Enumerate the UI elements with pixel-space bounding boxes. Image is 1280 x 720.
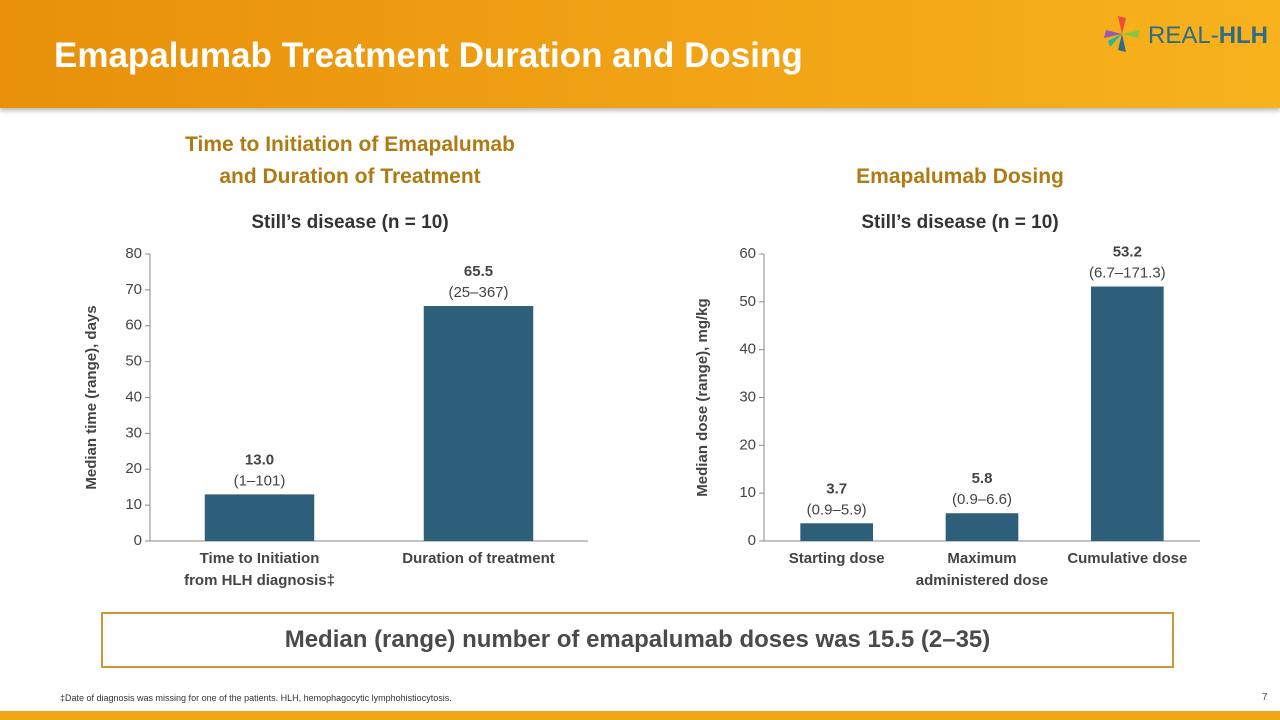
range-label: (25–367) xyxy=(448,284,508,301)
chart-subtitle: Still’s disease (n = 10) xyxy=(861,212,1059,233)
y-tick-label: 70 xyxy=(125,281,142,298)
y-tick-label: 0 xyxy=(134,532,142,549)
x-tick-label: Starting dose xyxy=(788,550,885,567)
range-label: (0.9–6.6) xyxy=(952,491,1012,508)
logo-prefix: REAL- xyxy=(1148,22,1219,49)
range-label: (0.9–5.9) xyxy=(807,501,867,518)
x-tick-label: Time to Initiation from HLH diagnosis‡ xyxy=(184,550,335,589)
y-tick-label: 30 xyxy=(125,424,142,441)
y-tick-label: 10 xyxy=(739,484,756,501)
y-axis-label: Median time (range), days xyxy=(83,305,100,489)
value-label: 3.7 xyxy=(826,480,847,497)
y-tick-label: 40 xyxy=(125,388,142,405)
slide-title: Emapalumab Treatment Duration and Dosing xyxy=(54,36,803,75)
header: Emapalumab Treatment Duration and Dosing… xyxy=(0,0,1280,108)
bar xyxy=(1091,286,1164,541)
bar xyxy=(204,494,315,541)
y-tick-label: 50 xyxy=(125,353,142,370)
y-tick-label: 40 xyxy=(739,341,756,358)
y-tick-label: 0 xyxy=(748,532,756,549)
logo-text: REAL-HLH xyxy=(1148,22,1268,50)
x-tick-label: Cumulative dose xyxy=(1067,550,1188,567)
chart-subtitle: Still’s disease (n = 10) xyxy=(251,212,449,233)
chart-title: Emapalumab Dosing xyxy=(856,165,1064,188)
logo-suffix: HLH xyxy=(1218,22,1269,49)
y-tick-label: 30 xyxy=(739,388,756,405)
value-label: 53.2 xyxy=(1113,243,1142,260)
bar xyxy=(423,306,534,541)
x-tick-label: Maximum administered dose xyxy=(915,550,1049,589)
y-axis-label: Median dose (range), mg/kg xyxy=(694,298,711,496)
logo: REAL-HLH xyxy=(1100,12,1270,56)
range-label: (6.7–171.3) xyxy=(1089,264,1166,281)
y-tick-label: 20 xyxy=(739,436,756,453)
value-label: 65.5 xyxy=(464,263,493,280)
summary-text: Median (range) number of emapalumab dose… xyxy=(284,626,991,653)
bar xyxy=(800,523,873,541)
y-tick-label: 10 xyxy=(125,496,142,513)
value-label: 13.0 xyxy=(245,451,274,468)
footnote: ‡Date of diagnosis was missing for one o… xyxy=(60,693,452,703)
page-number: 7 xyxy=(1262,692,1268,703)
x-tick-label: Duration of treatment xyxy=(402,550,555,567)
logo-icon xyxy=(1104,16,1140,52)
bottom-bar xyxy=(0,711,1280,720)
bar xyxy=(945,513,1019,541)
y-tick-label: 20 xyxy=(125,460,142,477)
y-tick-label: 50 xyxy=(739,293,756,310)
range-label: (1–101) xyxy=(234,472,286,489)
y-tick-label: 60 xyxy=(125,317,142,334)
value-label: 5.8 xyxy=(972,470,993,487)
summary-box: Median (range) number of emapalumab dose… xyxy=(101,612,1174,668)
chart-title: Time to Initiation of Emapalumab and Dur… xyxy=(185,133,515,188)
y-tick-label: 60 xyxy=(739,245,756,262)
y-tick-label: 80 xyxy=(125,245,142,262)
